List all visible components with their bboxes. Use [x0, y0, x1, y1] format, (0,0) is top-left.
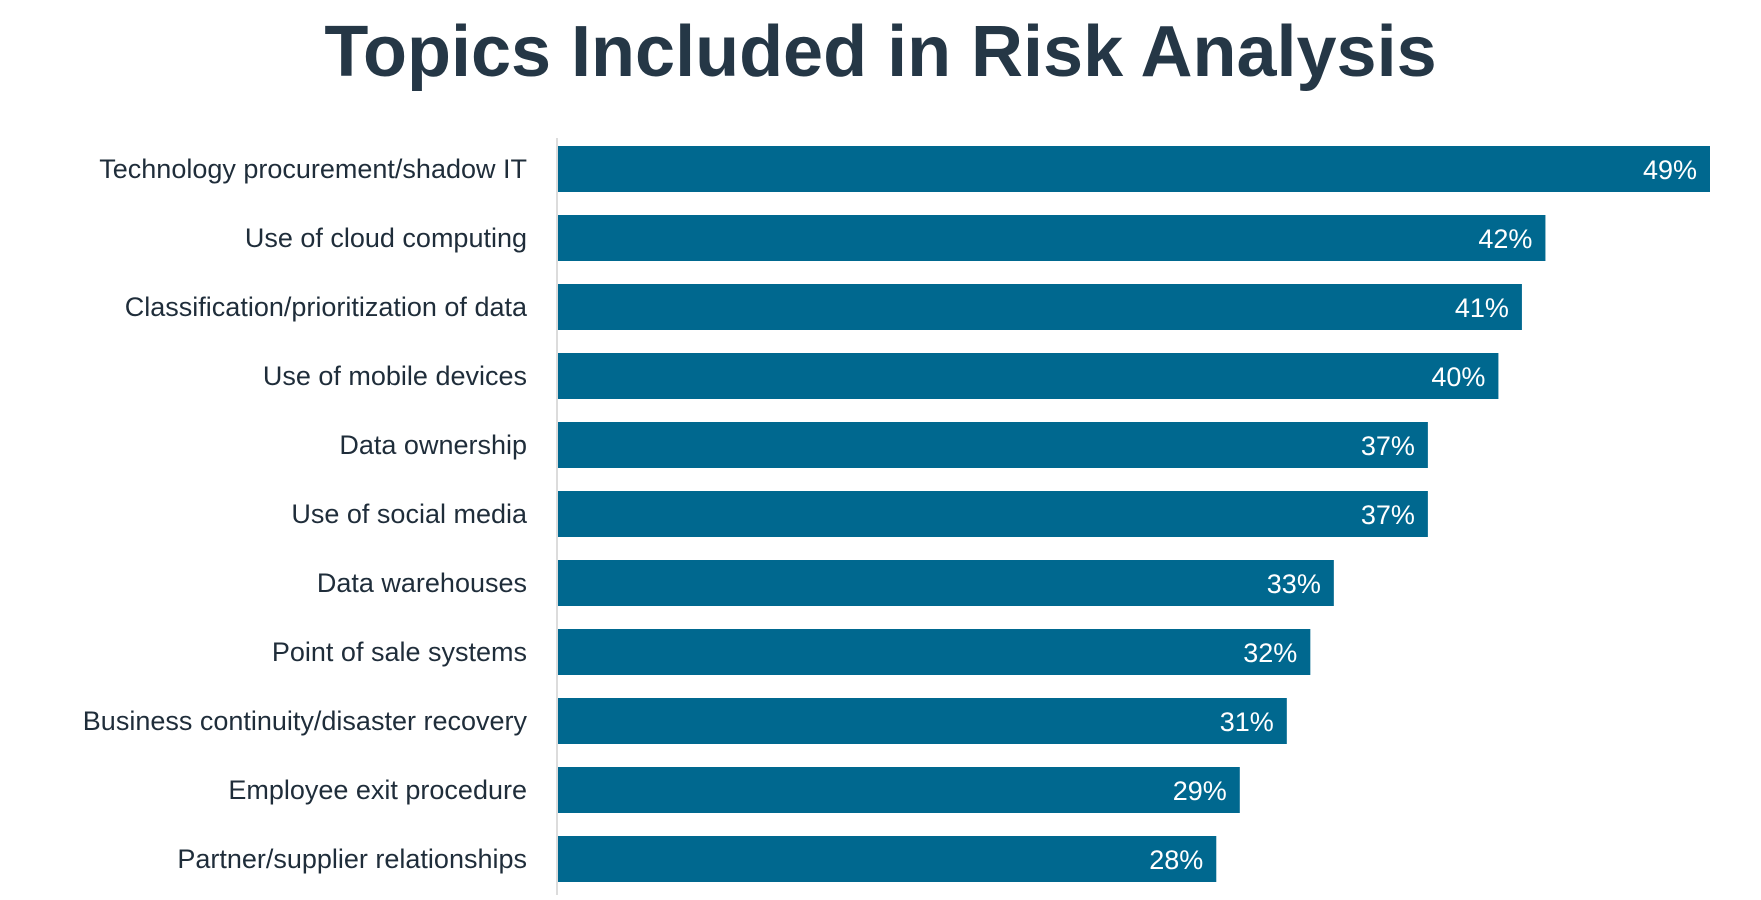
category-label: Classification/prioritization of data: [125, 292, 528, 322]
category-label: Point of sale systems: [272, 637, 527, 667]
bars-group: Technology procurement/shadow IT 49% Use o…: [83, 146, 1710, 882]
bar: [558, 422, 1428, 468]
bar: [558, 698, 1287, 744]
data-label: 42%: [1478, 224, 1532, 254]
bar: [558, 560, 1334, 606]
category-label: Business continuity/disaster recovery: [83, 706, 528, 736]
category-label: Employee exit procedure: [228, 775, 527, 805]
bar: [558, 767, 1240, 813]
category-label: Data warehouses: [317, 568, 527, 598]
category-label: Use of cloud computing: [245, 223, 527, 253]
data-label: 33%: [1267, 569, 1321, 599]
bar: [558, 491, 1428, 537]
data-label: 31%: [1220, 707, 1274, 737]
bar: [558, 146, 1710, 192]
category-label: Use of mobile devices: [263, 361, 527, 391]
data-label: 29%: [1173, 776, 1227, 806]
bar: [558, 836, 1217, 882]
data-label: 37%: [1361, 431, 1415, 461]
bar: [558, 629, 1311, 675]
data-label: 28%: [1149, 845, 1203, 875]
data-label: 32%: [1243, 638, 1297, 668]
data-label: 49%: [1643, 155, 1697, 185]
data-label: 41%: [1455, 293, 1509, 323]
category-label: Technology procurement/shadow IT: [99, 154, 527, 184]
bar: [558, 353, 1499, 399]
bar: [558, 215, 1546, 261]
category-label: Partner/supplier relationships: [177, 844, 527, 874]
chart-title: Topics Included in Risk Analysis: [324, 12, 1437, 92]
data-label: 37%: [1361, 500, 1415, 530]
category-label: Use of social media: [291, 499, 528, 529]
category-label: Data ownership: [339, 430, 527, 460]
bar: [558, 284, 1522, 330]
data-label: 40%: [1431, 362, 1485, 392]
